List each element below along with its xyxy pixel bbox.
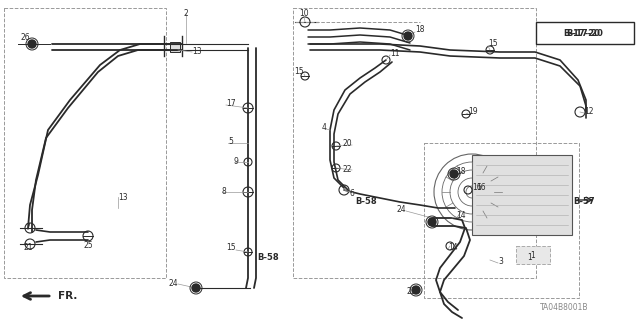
Text: 2: 2 [184, 10, 188, 19]
Text: 16: 16 [472, 183, 482, 192]
Text: 4: 4 [321, 123, 326, 132]
Text: 14: 14 [448, 243, 458, 253]
Text: B-58: B-58 [257, 254, 279, 263]
Text: 5: 5 [228, 137, 233, 146]
Text: 18: 18 [415, 26, 424, 34]
Text: 8: 8 [222, 188, 227, 197]
Text: 19: 19 [468, 108, 477, 116]
Bar [170, 42, 180, 52]
Text: 6: 6 [349, 189, 354, 197]
Text: 13: 13 [192, 48, 202, 56]
Circle shape [412, 286, 420, 294]
Circle shape [450, 170, 458, 178]
Text: B-17-20: B-17-20 [566, 28, 604, 38]
Text: 1: 1 [527, 254, 532, 263]
Circle shape [28, 40, 36, 48]
Text: 10: 10 [299, 10, 309, 19]
Text: 23: 23 [406, 287, 416, 296]
Text: B-58: B-58 [355, 197, 377, 206]
Text: B-57: B-57 [573, 197, 595, 206]
Text: FR.: FR. [58, 291, 77, 301]
Text: 15: 15 [294, 68, 304, 77]
Text: 13: 13 [118, 192, 127, 202]
Text: 20: 20 [342, 139, 352, 149]
Text: 25: 25 [83, 241, 93, 250]
Bar [536, 22, 634, 44]
Text: 15: 15 [227, 243, 236, 253]
Text: 1: 1 [531, 250, 536, 259]
Bar [516, 246, 550, 264]
Text: 15: 15 [488, 40, 498, 48]
Circle shape [428, 218, 436, 226]
Text: 22: 22 [342, 166, 352, 174]
Text: 26: 26 [20, 33, 30, 42]
Text: TA04B8001B: TA04B8001B [540, 303, 589, 313]
Circle shape [192, 284, 200, 292]
Bar [293, 8, 536, 278]
Text: 17: 17 [226, 100, 236, 108]
Text: 14: 14 [456, 211, 466, 220]
Text: 16: 16 [476, 183, 486, 192]
Text: 18: 18 [456, 167, 465, 176]
Text: 12: 12 [584, 108, 593, 116]
Text: 7: 7 [26, 224, 31, 233]
Text: 9: 9 [234, 158, 239, 167]
Text: 11: 11 [390, 49, 399, 58]
Bar [424, 143, 579, 298]
Bar [472, 155, 572, 235]
Text: B-17-20: B-17-20 [564, 28, 600, 38]
Text: 24: 24 [396, 205, 406, 214]
Text: 21: 21 [23, 243, 33, 253]
Circle shape [404, 32, 412, 40]
Text: 3: 3 [498, 257, 503, 266]
Bar [4, 8, 166, 278]
Text: 24: 24 [168, 279, 178, 288]
